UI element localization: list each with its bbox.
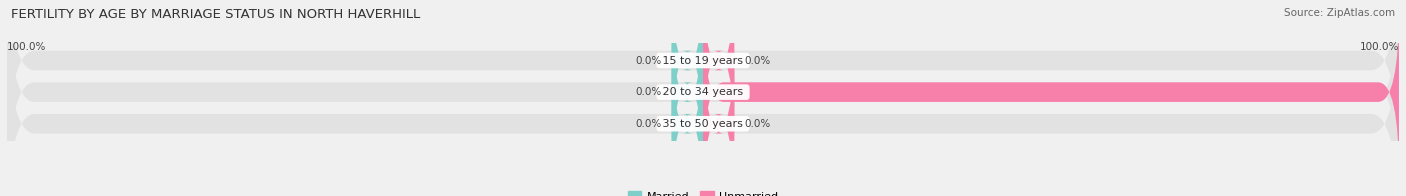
Text: 0.0%: 0.0% — [636, 119, 661, 129]
FancyBboxPatch shape — [703, 39, 734, 196]
FancyBboxPatch shape — [672, 0, 703, 146]
Text: 0.0%: 0.0% — [745, 55, 770, 65]
FancyBboxPatch shape — [672, 7, 703, 177]
Text: 0.0%: 0.0% — [745, 119, 770, 129]
FancyBboxPatch shape — [703, 0, 734, 146]
Legend: Married, Unmarried: Married, Unmarried — [623, 186, 783, 196]
FancyBboxPatch shape — [703, 7, 1399, 177]
Text: 20 to 34 years: 20 to 34 years — [659, 87, 747, 97]
Text: FERTILITY BY AGE BY MARRIAGE STATUS IN NORTH HAVERHILL: FERTILITY BY AGE BY MARRIAGE STATUS IN N… — [11, 8, 420, 21]
Text: 100.0%: 100.0% — [7, 42, 46, 52]
FancyBboxPatch shape — [7, 7, 1399, 196]
Text: 100.0%: 100.0% — [1360, 42, 1399, 52]
Text: 0.0%: 0.0% — [636, 55, 661, 65]
Text: 0.0%: 0.0% — [636, 87, 661, 97]
FancyBboxPatch shape — [7, 0, 1399, 196]
Text: 15 to 19 years: 15 to 19 years — [659, 55, 747, 65]
FancyBboxPatch shape — [7, 0, 1399, 177]
FancyBboxPatch shape — [672, 39, 703, 196]
Text: Source: ZipAtlas.com: Source: ZipAtlas.com — [1284, 8, 1395, 18]
Text: 35 to 50 years: 35 to 50 years — [659, 119, 747, 129]
